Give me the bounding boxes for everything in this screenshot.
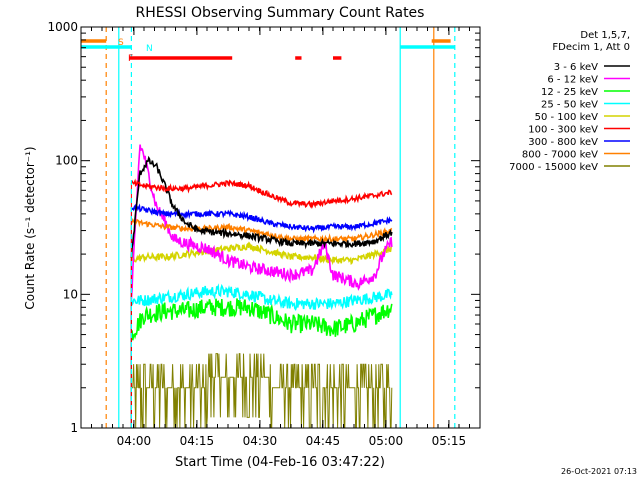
series-line-2 bbox=[130, 298, 393, 341]
plot-background bbox=[81, 27, 480, 428]
series-line-1 bbox=[130, 144, 393, 300]
legend-label: 12 - 25 keV bbox=[541, 87, 598, 98]
legend-label: 25 - 50 keV bbox=[541, 100, 598, 111]
flag-label-s: S bbox=[118, 38, 124, 48]
axes: 1 10 100 1000 04:00 04:15 04:30 04:45 05:00 05:15 bbox=[47, 20, 481, 448]
legend-label: 300 - 800 keV bbox=[528, 137, 598, 148]
x-tick-label: 05:00 bbox=[369, 434, 404, 448]
legend-label: 800 - 7000 keV bbox=[522, 150, 598, 161]
series-line-7 bbox=[130, 218, 393, 245]
legend: Det 1,5,7,FDecim 1, Att 0 3 - 6 keV 6 - 12… bbox=[509, 30, 630, 173]
x-tick-label: 04:15 bbox=[180, 434, 215, 448]
legend-label: 3 - 6 keV bbox=[554, 62, 598, 73]
x-axis-label: Start Time (04-Feb-16 03:47:22) bbox=[175, 455, 385, 470]
series-line-6 bbox=[130, 203, 393, 234]
legend-label: 7000 - 15000 keV bbox=[509, 162, 598, 173]
y-tick-label: 100 bbox=[55, 154, 78, 168]
y-tick-label: 10 bbox=[63, 287, 78, 301]
legend-header: Det 1,5,7, bbox=[580, 30, 630, 41]
series-line-0 bbox=[130, 155, 393, 258]
flag-label-f: F bbox=[128, 54, 133, 64]
flag-label-n: N bbox=[146, 44, 153, 54]
timestamp-footer: 26-Oct-2021 07:13 bbox=[561, 467, 637, 476]
plot-area bbox=[81, 27, 480, 428]
series-line-5 bbox=[131, 178, 393, 209]
series-line-3 bbox=[130, 283, 393, 311]
legend-label: 50 - 100 keV bbox=[535, 112, 599, 123]
x-tick-label: 04:00 bbox=[117, 434, 152, 448]
annotation-layer: S N F bbox=[81, 27, 456, 428]
y-tick-label: 1000 bbox=[47, 20, 78, 34]
x-tick-label: 04:45 bbox=[306, 434, 341, 448]
series-line-8 bbox=[131, 353, 393, 429]
legend-header: FDecim 1, Att 0 bbox=[552, 42, 630, 53]
chart-title: RHESSI Observing Summary Count Rates bbox=[136, 5, 425, 21]
series-line-4 bbox=[130, 241, 392, 266]
legend-label: 6 - 12 keV bbox=[547, 75, 598, 86]
y-axis-label: Count Rate (s⁻¹ detector⁻¹) bbox=[23, 146, 37, 309]
y-tick-label: 1 bbox=[70, 421, 78, 435]
x-tick-label: 05:15 bbox=[432, 434, 467, 448]
x-tick-label: 04:30 bbox=[243, 434, 278, 448]
legend-label: 100 - 300 keV bbox=[528, 125, 598, 136]
